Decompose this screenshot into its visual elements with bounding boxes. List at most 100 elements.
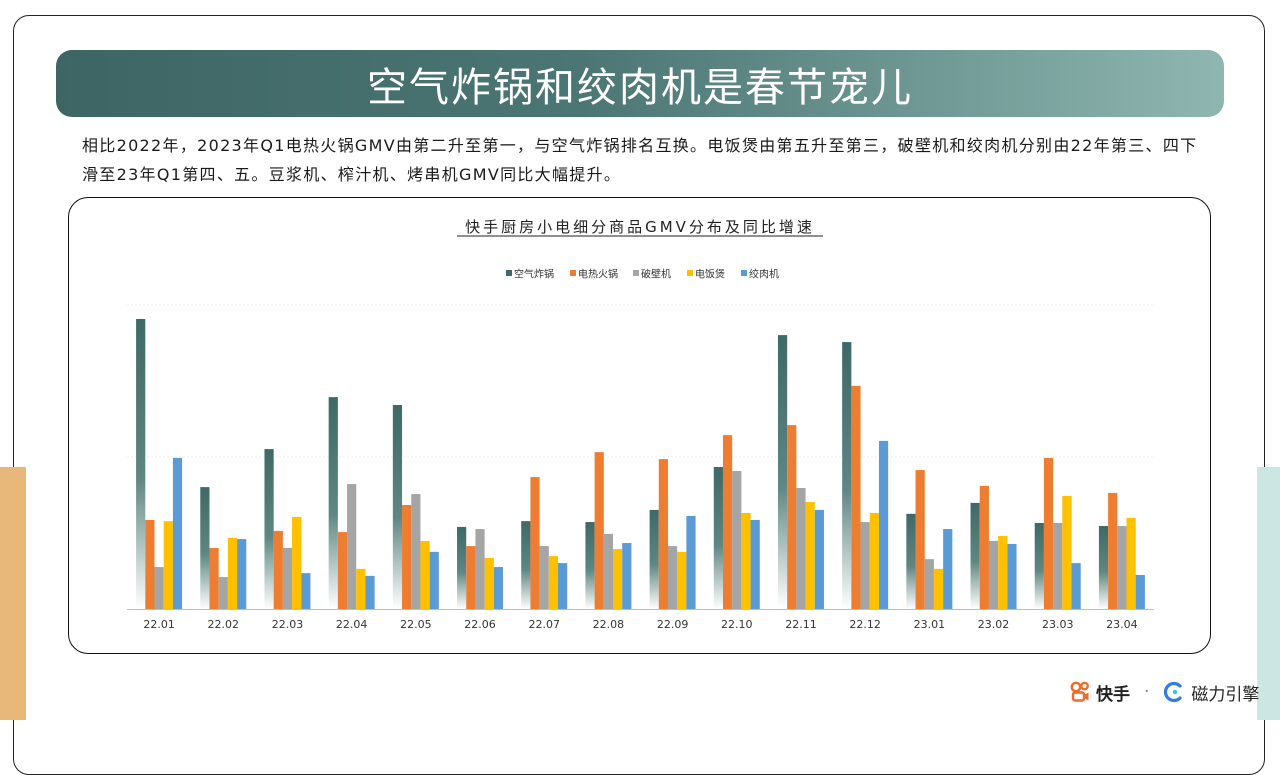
chart-grid [127,304,1154,458]
cili-engine-brand: 磁力引擎 [1191,684,1260,705]
bar-22.01-series-2 [154,567,164,609]
bar-22.08-series-0 [585,522,595,609]
bar-22.11-series-2 [796,488,806,609]
right-accent-bar [1257,467,1280,720]
chart-legend: 空气炸锅 电热火锅 破壁机 电饭煲 绞肉机 [506,268,779,281]
bar-22.01-series-0 [136,318,146,609]
bar-23.02-series-2 [988,540,999,609]
bar-22.06-series-0 [457,526,467,609]
legend-label: 电热火锅 [578,268,618,281]
bar-23.02-series-3 [998,536,1008,609]
bar-22.07-series-3 [548,556,559,609]
bar-22.06-series-1 [466,546,476,609]
bar-22.02-series-3 [227,537,238,609]
legend-swatch [506,270,512,276]
bar-22.03-series-3 [292,516,302,609]
bar-22.07-series-1 [530,477,540,609]
bar-22.01-series-3 [163,521,173,609]
chart-container [68,197,1211,654]
bar-23.01-series-1 [915,470,925,609]
kuaishou-logo-icon [1070,681,1089,702]
bar-22.12-series-0 [842,342,852,609]
x-tick-label: 22.01 [143,618,175,631]
bar-22.04-series-3 [356,568,366,609]
bar-22.05-series-2 [411,494,421,609]
bar-22.10-series-4 [750,519,760,609]
bar-23.01-series-4 [943,529,953,609]
bar-22.09-series-2 [667,546,678,609]
bar-22.02-series-2 [218,577,228,609]
cili-engine-logo-icon [1164,681,1183,703]
bar-22.02-series-1 [209,547,219,609]
bar-22.12-series-2 [860,522,870,609]
bar-23.04-series-0 [1098,526,1109,609]
bar-22.07-series-4 [558,563,568,609]
chart-bars [136,318,1145,609]
bar-22.04-series-2 [347,484,357,609]
legend-swatch [633,270,639,276]
bar-23.01-series-0 [906,513,916,609]
bar-22.09-series-4 [686,515,696,609]
bar-22.03-series-0 [264,449,274,609]
x-tick-label: 22.05 [400,618,432,631]
x-tick-label: 23.02 [978,618,1010,631]
bar-22.11-series-3 [805,501,815,609]
bar-22.12-series-3 [869,512,879,609]
bar-22.04-series-0 [328,397,338,609]
x-tick-label: 22.11 [785,618,817,631]
bar-23.03-series-4 [1071,563,1081,609]
footer-logos: 快手 · 磁力引擎 [1070,679,1259,705]
bar-22.07-series-0 [521,521,531,609]
bar-22.06-series-4 [493,567,504,609]
bar-22.10-series-2 [732,470,742,609]
x-tick-label: 22.06 [464,618,496,631]
bar-22.08-series-4 [622,543,632,609]
bar-23.01-series-2 [924,559,934,609]
bar-23.03-series-2 [1053,522,1063,609]
bar-23.03-series-0 [1034,522,1044,609]
legend-swatch [741,270,747,276]
legend-swatch [687,270,693,276]
bar-22.10-series-3 [741,512,751,609]
x-tick-label: 22.10 [721,618,753,631]
x-tick-label: 22.08 [593,618,625,631]
bar-22.03-series-1 [273,530,283,609]
bar-22.06-series-3 [484,557,494,609]
bar-22.08-series-1 [594,452,604,609]
title-banner: 空气炸锅和绞肉机是春节宠儿 [56,50,1224,117]
bar-22.03-series-4 [301,573,311,609]
bar-22.01-series-1 [145,519,155,609]
x-tick-label: 22.07 [528,618,560,631]
description-text: 相比2022年，2023年Q1电热火锅GMV由第二升至第一，与空气炸锅排名互换。… [82,136,1198,184]
bar-22.07-series-2 [539,546,549,609]
bar-22.04-series-4 [365,575,375,609]
bar-23.04-series-2 [1117,526,1127,609]
bar-23.03-series-1 [1043,457,1054,609]
bar-22.11-series-1 [787,425,797,609]
chart-title: 快手厨房小电细分商品GMV分布及同比增速 [465,218,815,236]
bar-23.04-series-1 [1108,492,1118,609]
bar-22.05-series-3 [420,540,430,609]
x-tick-label: 22.09 [657,618,689,631]
bar-22.09-series-0 [649,509,659,609]
bar-22.10-series-0 [713,467,723,609]
legend-swatch [570,270,576,276]
bar-22.08-series-2 [603,533,614,609]
bar-22.04-series-1 [337,532,348,609]
bar-23.01-series-3 [933,568,944,609]
bar-22.12-series-4 [878,440,889,609]
bar-22.11-series-4 [814,509,824,609]
bar-23.04-series-4 [1135,574,1145,609]
bar-22.06-series-2 [475,529,485,609]
bar-23.02-series-0 [970,502,980,609]
x-axis-labels: 22.01 22.02 22.03 22.04 22.05 22.06 22.07 22.08… [143,618,1137,631]
x-tick-label: 23.03 [1042,618,1074,631]
x-tick-label: 23.01 [914,618,946,631]
bar-22.11-series-0 [777,335,788,609]
bar-22.05-series-0 [392,405,403,609]
legend-label: 空气炸锅 [514,268,554,281]
bar-22.09-series-1 [658,459,668,609]
kuaishou-brand: 快手 [1096,684,1130,705]
bar-23.02-series-1 [979,485,989,609]
bar-23.03-series-3 [1062,495,1072,609]
